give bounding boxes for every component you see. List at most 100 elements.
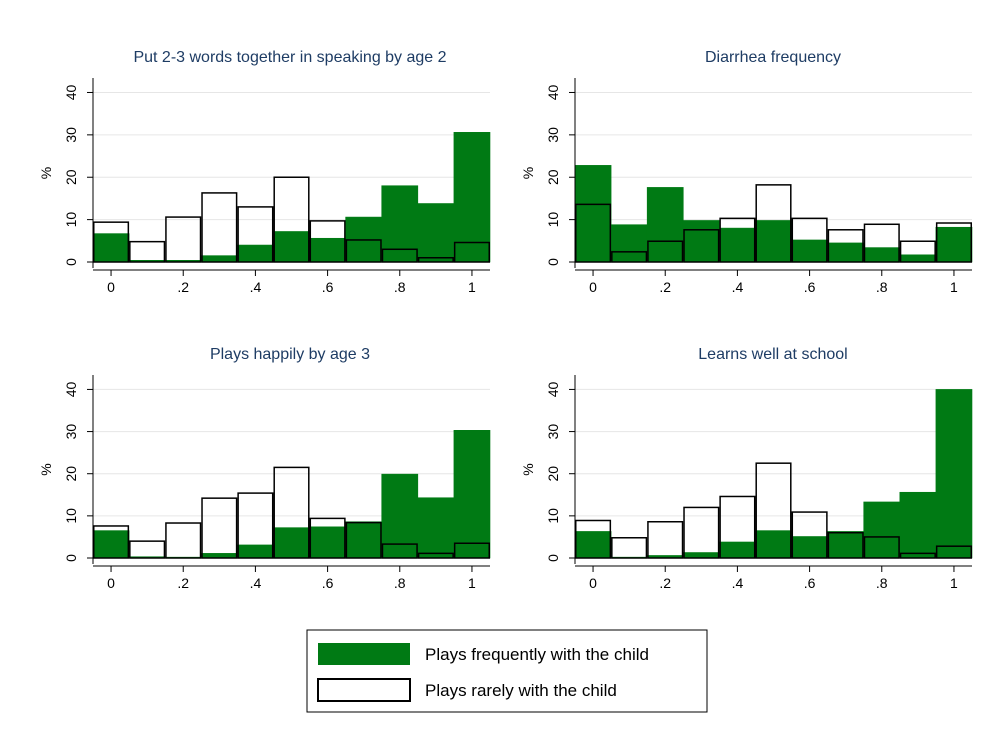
chart-panel-2: 0 10 20 30 40 0 .2 .4 .6 .8 1% Diarrhea frequency xyxy=(520,49,973,295)
bar-rarely xyxy=(453,542,490,559)
y-tick-label: 30 xyxy=(63,127,79,143)
x-tick-label: .4 xyxy=(250,575,262,591)
y-tick-label: 20 xyxy=(545,466,561,482)
bar-rarely xyxy=(683,229,720,263)
bar-frequent xyxy=(719,227,756,263)
bar-frequent xyxy=(417,497,455,559)
bar-frequent xyxy=(646,187,684,263)
bar-frequent xyxy=(309,526,346,559)
chart-title: Plays happily by age 3 xyxy=(210,346,370,363)
bar-frequent xyxy=(863,247,901,263)
bar-frequent xyxy=(755,220,792,263)
bar-frequent xyxy=(791,536,828,559)
chart-title: Diarrhea frequency xyxy=(705,49,841,66)
bar-rarely xyxy=(309,220,346,263)
bar-frequent xyxy=(827,242,865,263)
bar-frequent xyxy=(682,220,720,263)
bar-rarely xyxy=(309,517,346,559)
bar-frequent xyxy=(345,521,383,559)
bar-frequent xyxy=(309,237,346,263)
bar-frequent xyxy=(791,239,828,263)
y-tick-label: 30 xyxy=(545,127,561,143)
bar-rarely xyxy=(719,217,756,263)
y-tick-label: 10 xyxy=(545,508,561,524)
y-tick-label: 10 xyxy=(63,508,79,524)
bar-frequent xyxy=(935,389,973,559)
bar-frequent xyxy=(899,254,937,263)
x-tick-label: 1 xyxy=(468,575,476,591)
legend-swatch-frequent xyxy=(318,643,410,665)
x-tick-label: 1 xyxy=(468,279,476,295)
bar-rarely xyxy=(899,552,936,559)
y-tick-label: 40 xyxy=(545,84,561,100)
bar-rarely xyxy=(201,192,238,263)
bar-rarely xyxy=(93,525,130,559)
bar-rarely xyxy=(345,239,382,263)
bar-rarely xyxy=(273,176,310,263)
y-tick-label: 0 xyxy=(545,258,561,266)
y-axis-label: % xyxy=(38,463,54,475)
y-tick-label: 40 xyxy=(63,381,79,397)
y-tick-label: 0 xyxy=(545,554,561,562)
bar-frequent xyxy=(719,541,756,559)
y-tick-label: 40 xyxy=(545,381,561,397)
bar-rarely xyxy=(575,519,612,559)
x-tick-label: .2 xyxy=(659,575,671,591)
bar-frequent xyxy=(92,233,130,263)
bar-rarely xyxy=(453,241,490,263)
y-axis-label: % xyxy=(520,167,536,179)
bar-rarely xyxy=(647,240,684,263)
bar-frequent xyxy=(453,430,491,559)
bar-frequent xyxy=(899,491,937,559)
bar-rarely xyxy=(719,495,756,559)
bar-rarely xyxy=(935,545,973,559)
chart-panel-4: 0 10 20 30 40 0 .2 .4 .6 .8 1% Learns well at schoo… xyxy=(520,346,973,591)
x-tick-label: 0 xyxy=(589,279,597,295)
bar-frequent xyxy=(237,544,274,559)
legend-label-rarely: Plays rarely with the child xyxy=(425,681,617,700)
y-axis-label: % xyxy=(520,463,536,475)
x-tick-label: .6 xyxy=(322,575,334,591)
chart-title: Put 2-3 words together in speaking by ag… xyxy=(133,49,446,66)
y-tick-label: 20 xyxy=(545,169,561,185)
bar-frequent xyxy=(200,255,238,263)
x-tick-label: .4 xyxy=(732,575,744,591)
bar-frequent xyxy=(574,531,612,559)
bar-rarely xyxy=(381,248,418,263)
bar-rarely xyxy=(201,497,238,559)
bar-frequent xyxy=(417,203,455,263)
bar-frequent xyxy=(237,244,274,263)
bar-rarely xyxy=(683,506,720,559)
x-tick-label: .6 xyxy=(322,279,334,295)
bar-frequent xyxy=(682,552,720,559)
y-tick-label: 10 xyxy=(545,212,561,228)
y-tick-label: 10 xyxy=(63,212,79,228)
x-tick-label: .4 xyxy=(250,279,262,295)
bar-rarely xyxy=(791,511,828,559)
y-tick-label: 30 xyxy=(545,424,561,440)
chart-panel-3: 0 10 20 30 40 0 .2 .4 .6 .8 1% Plays happily by age… xyxy=(38,346,491,591)
x-tick-label: .2 xyxy=(177,279,189,295)
bar-frequent xyxy=(273,231,310,263)
y-tick-label: 0 xyxy=(63,554,79,562)
legend: Plays frequently with the child Plays ra… xyxy=(306,629,708,713)
x-tick-label: .8 xyxy=(876,279,888,295)
legend-label-frequent: Plays frequently with the child xyxy=(425,645,649,664)
bar-rarely xyxy=(165,216,202,263)
bar-rarely xyxy=(827,531,864,559)
legend-swatch-rarely xyxy=(317,678,411,702)
bar-rarely xyxy=(129,240,166,263)
bar-frequent xyxy=(381,185,419,263)
bar-rarely xyxy=(237,206,274,263)
bar-rarely xyxy=(611,251,648,263)
y-tick-label: 20 xyxy=(63,169,79,185)
y-axis-label: % xyxy=(38,167,54,179)
bar-frequent xyxy=(92,530,130,559)
bar-rarely xyxy=(899,240,936,263)
x-tick-label: .2 xyxy=(659,279,671,295)
x-tick-label: 1 xyxy=(950,575,958,591)
bar-frequent xyxy=(863,501,901,559)
bar-rarely xyxy=(237,492,274,559)
